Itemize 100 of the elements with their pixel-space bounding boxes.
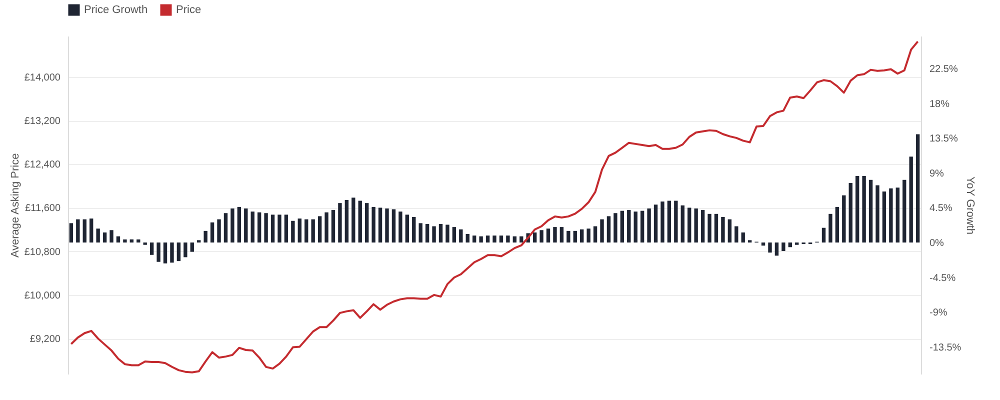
bar [338, 203, 342, 243]
bar [788, 242, 792, 248]
bar [352, 198, 356, 243]
bar [640, 210, 644, 243]
bar [734, 226, 738, 243]
y2-tick-label: -4.5% [930, 272, 956, 284]
bar [627, 210, 631, 243]
y-tick-label: £12,400 [24, 160, 61, 171]
bar [486, 236, 490, 243]
bar [90, 218, 94, 243]
bar [876, 185, 880, 243]
bar [102, 232, 107, 243]
bar [298, 218, 302, 243]
y2-tick-label: 22.5% [930, 64, 958, 75]
bar [344, 200, 349, 243]
y-axis-title: Average Asking Price [9, 153, 22, 258]
bar [358, 200, 362, 243]
bar [909, 156, 913, 243]
bar [110, 230, 114, 243]
bar [580, 229, 584, 243]
bar [364, 203, 369, 243]
bar [96, 228, 100, 243]
bar [304, 219, 308, 243]
bar [385, 208, 389, 243]
bar [116, 236, 120, 243]
bar [546, 228, 550, 243]
bar [540, 230, 544, 243]
bar [768, 242, 772, 253]
bar [700, 210, 705, 243]
bar [230, 208, 234, 243]
bar [170, 242, 174, 263]
bar [680, 205, 684, 243]
bar [378, 208, 382, 243]
line-series [70, 40, 919, 374]
bar [532, 232, 537, 243]
bar [660, 202, 664, 243]
bar [606, 216, 611, 243]
y-tick-label: £9,200 [30, 334, 61, 346]
bar [176, 242, 181, 262]
y-tick-label: £13,200 [24, 116, 61, 127]
bar [593, 226, 598, 243]
bar [324, 212, 328, 243]
bar [425, 224, 430, 243]
bar [270, 214, 275, 243]
legend-label: Price Growth [84, 4, 148, 16]
bar [674, 200, 678, 243]
bar [418, 223, 422, 243]
bar [264, 213, 268, 243]
bar [566, 230, 570, 243]
y2-tick-label: 4.5% [930, 203, 952, 214]
bar [412, 216, 416, 243]
bar [573, 230, 577, 243]
bar [842, 195, 846, 243]
bar [708, 214, 712, 243]
bar [748, 240, 752, 243]
bar [405, 214, 409, 243]
bar [862, 176, 866, 243]
bar [506, 236, 510, 243]
bar [553, 227, 557, 243]
y-tick-label: £10,000 [24, 290, 61, 302]
bar [647, 208, 651, 243]
bar [123, 239, 127, 243]
y2-tick-label: -13.5% [930, 342, 962, 354]
bar [620, 210, 624, 243]
bar [761, 242, 766, 246]
bar [217, 219, 221, 243]
bar [828, 214, 832, 243]
bar [130, 239, 134, 243]
bar [210, 222, 214, 243]
bar [291, 220, 295, 243]
bar [835, 206, 840, 243]
y2-tick-label: 13.5% [930, 134, 958, 145]
bar [499, 236, 504, 243]
y-tick-label: £10,800 [24, 246, 61, 258]
bar [868, 180, 873, 243]
bar [855, 176, 860, 243]
bar [250, 212, 254, 243]
bar [452, 227, 456, 243]
bar [318, 216, 322, 243]
bar [600, 219, 604, 243]
bar [896, 188, 900, 243]
y2-tick-label: 18% [930, 98, 950, 110]
bar [432, 226, 436, 243]
bar [822, 228, 826, 243]
bar [398, 212, 402, 243]
y2-tick-label: 0% [930, 238, 944, 250]
bar [197, 240, 201, 243]
bar [190, 242, 194, 252]
bar [392, 209, 396, 243]
y2-tick-label: 9% [930, 168, 944, 180]
bar [150, 242, 154, 255]
bar [688, 208, 692, 243]
y2-tick-label: -9% [930, 308, 948, 319]
bar [520, 236, 524, 243]
bar [257, 212, 262, 243]
bar [479, 236, 483, 243]
bar [512, 236, 517, 243]
bar [472, 236, 476, 243]
bar [372, 206, 376, 243]
bar [782, 242, 786, 252]
